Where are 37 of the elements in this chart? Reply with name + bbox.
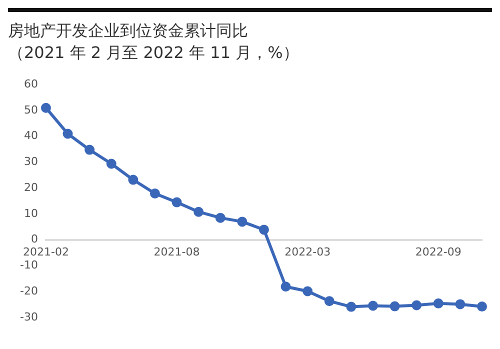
chart-title: 房地产开发企业到位资金累计同比 xyxy=(8,20,249,42)
point xyxy=(237,216,248,227)
point xyxy=(258,224,269,235)
point xyxy=(280,282,291,292)
y-tick-label: 30 xyxy=(24,155,38,168)
y-tick-label: 60 xyxy=(24,77,38,90)
y-tick-label: 50 xyxy=(24,103,38,116)
point xyxy=(150,188,160,198)
x-tick-label: 2022-03 xyxy=(284,245,331,258)
y-tick-label: 40 xyxy=(24,129,38,142)
point xyxy=(302,286,313,296)
point xyxy=(194,206,204,217)
point xyxy=(128,174,138,185)
point xyxy=(433,298,444,308)
x-tick-label: 2021-02 xyxy=(22,245,69,258)
y-tick-label: -10 xyxy=(20,258,38,272)
point xyxy=(455,299,466,310)
y-tick-label: 10 xyxy=(24,206,38,220)
chart-subtitle: （2021 年 2 月至 2022 年 11 月，%） xyxy=(8,42,300,64)
y-tick-label: -20 xyxy=(20,284,38,298)
point xyxy=(84,144,95,155)
x-tick-label: 2022-09 xyxy=(415,245,462,258)
point xyxy=(477,302,487,312)
point xyxy=(215,212,226,223)
point xyxy=(412,300,422,310)
point xyxy=(40,102,51,113)
y-tick-label: -30 xyxy=(20,310,38,324)
x-tick-label: 2021-08 xyxy=(154,245,200,258)
point xyxy=(106,158,116,169)
y-tick-label: 0 xyxy=(30,232,38,246)
point xyxy=(346,302,356,312)
point xyxy=(172,197,182,208)
point xyxy=(324,296,334,306)
point xyxy=(390,301,400,312)
point xyxy=(62,128,73,139)
point xyxy=(368,300,378,311)
y-tick-label: 20 xyxy=(24,180,38,194)
